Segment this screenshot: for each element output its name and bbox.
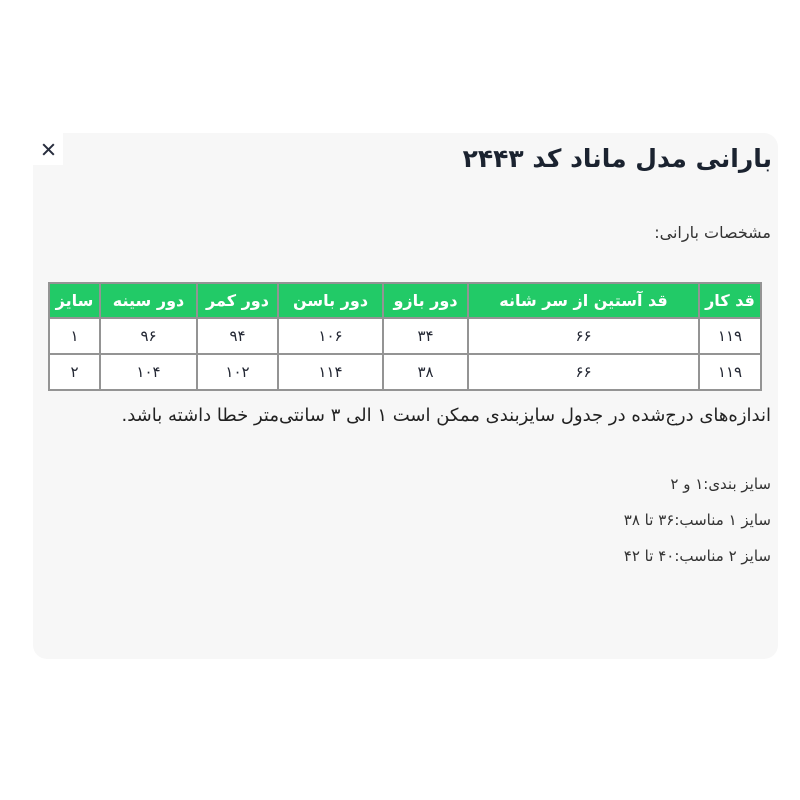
- table-row: ۱۱۹ ۶۶ ۳۸ ۱۱۴ ۱۰۲ ۱۰۴ ۲: [48, 353, 762, 391]
- table-cell: ۱: [48, 317, 101, 355]
- column-header: دور کمر: [196, 282, 279, 319]
- size-table-body: ۱۱۹ ۶۶ ۳۴ ۱۰۶ ۹۴ ۹۶ ۱ ۱۱۹ ۶۶ ۳۸ ۱۱۴ ۱۰۲ ۱۰۴ ۲: [48, 317, 762, 391]
- header-row: قد کار قد آستین از سر شانه دور بازو دور باس…: [48, 282, 762, 319]
- column-header: دور بازو: [382, 282, 469, 319]
- column-header: قد کار: [698, 282, 762, 319]
- size-line: سایز ۱ مناسب:۳۶ تا ۳۸: [623, 511, 771, 529]
- table-cell: ۱۱۹: [698, 353, 762, 391]
- table-cell: ۱۰۴: [99, 353, 198, 391]
- size-line: سایز بندی:۱ و ۲: [670, 475, 771, 493]
- table-row: ۱۱۹ ۶۶ ۳۴ ۱۰۶ ۹۴ ۹۶ ۱: [48, 317, 762, 355]
- table-cell: ۹۶: [99, 317, 198, 355]
- column-header: سایز: [48, 282, 101, 319]
- close-icon: [41, 142, 55, 156]
- table-cell: ۶۶: [467, 353, 700, 391]
- table-cell: ۳۴: [382, 317, 469, 355]
- tolerance-note: اندازه‌های درج‌شده در جدول سایزبندی ممکن…: [121, 405, 771, 426]
- size-table-head: قد کار قد آستین از سر شانه دور بازو دور باس…: [48, 282, 762, 319]
- size-fit-lines: سایز بندی:۱ و ۲ سایز ۱ مناسب:۳۶ تا ۳۸ سایز…: [624, 476, 771, 584]
- column-header: دور سینه: [99, 282, 198, 319]
- size-guide-modal: بارانی مدل ماناد کد ۲۴۴۳ مشخصات بارانی: …: [33, 133, 778, 659]
- table-cell: ۱۰۲: [196, 353, 279, 391]
- close-button[interactable]: [33, 133, 63, 165]
- table-cell: ۲: [48, 353, 101, 391]
- spec-label: مشخصات بارانی:: [654, 223, 771, 242]
- size-line: سایز ۲ مناسب:۴۰ تا ۴۲: [623, 547, 771, 565]
- table-cell: ۱۱۴: [277, 353, 384, 391]
- table-cell: ۳۸: [382, 353, 469, 391]
- column-header: قد آستین از سر شانه: [467, 282, 700, 319]
- table-cell: ۶۶: [467, 317, 700, 355]
- table-cell: ۱۱۹: [698, 317, 762, 355]
- modal-title: بارانی مدل ماناد کد ۲۴۴۳: [462, 144, 772, 173]
- table-cell: ۱۰۶: [277, 317, 384, 355]
- table-cell: ۹۴: [196, 317, 279, 355]
- size-table: قد کار قد آستین از سر شانه دور بازو دور باس…: [48, 282, 762, 391]
- column-header: دور باسن: [277, 282, 384, 319]
